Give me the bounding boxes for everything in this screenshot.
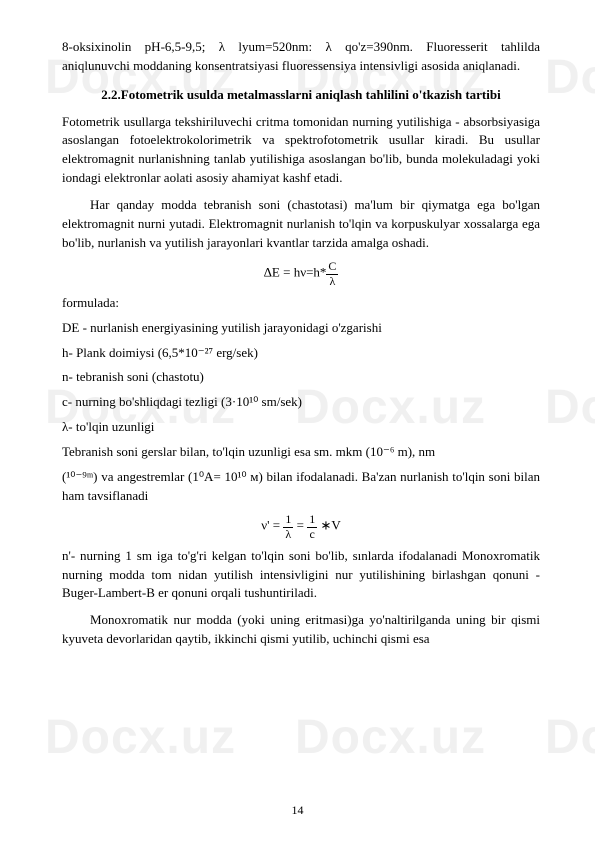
- definition-units: Tebranish soni gerslar bilan, to'lqin uz…: [62, 443, 540, 462]
- formula-energy: ΔE = hν=h*Cλ: [62, 260, 540, 287]
- formula-lhs: ν' =: [261, 518, 280, 533]
- paragraph-1: 8-oksixinolin pH-6,5-9,5; λ lyum=520nm: …: [62, 38, 540, 76]
- definition-lambda: λ- to'lqin uzunligi: [62, 418, 540, 437]
- fraction-denominator: λ: [283, 528, 293, 541]
- paragraph-5: Monoxromatik nur modda (yoki uning eritm…: [62, 611, 540, 649]
- fraction-numerator: 1: [283, 513, 293, 527]
- definition-n: n- tebranish soni (chastotu): [62, 368, 540, 387]
- definition-de: DE - nurlanish energiyasining yutilish j…: [62, 319, 540, 338]
- fraction-denominator: c: [307, 528, 317, 541]
- formula-prefix: ΔE = hν=h*: [264, 265, 327, 280]
- watermark: Docx.uz: [545, 710, 595, 765]
- paragraph-4: n'- nurning 1 sm iga to'g'ri kelgan to'l…: [62, 547, 540, 604]
- formula-eq: =: [297, 518, 304, 533]
- page-number: 14: [0, 803, 595, 818]
- fraction-1-over-c: 1c: [307, 513, 317, 540]
- page-content: 8-oksixinolin pH-6,5-9,5; λ lyum=520nm: …: [62, 38, 540, 657]
- fraction-denominator: λ: [326, 275, 338, 288]
- watermark: Docx.uz: [45, 710, 236, 765]
- paragraph-3: Har qanday modda tebranish soni (chastot…: [62, 196, 540, 253]
- definition-angstrom: (¹⁰⁻⁹ᵐ) va angestremlar (1⁰A= 10¹⁰ м) bi…: [62, 468, 540, 506]
- fraction-1-over-lambda: 1λ: [283, 513, 293, 540]
- formula-suffix: ∗V: [320, 518, 340, 533]
- fraction-c-over-lambda: Cλ: [326, 260, 338, 287]
- formula-wavenumber: ν' = 1λ = 1c ∗V: [62, 513, 540, 540]
- watermark: Docx.uz: [545, 380, 595, 435]
- definition-h: h- Plank doimiysi (6,5*10⁻²⁷ erg/sek): [62, 344, 540, 363]
- watermark: Docx.uz: [295, 710, 486, 765]
- fraction-numerator: C: [326, 260, 338, 274]
- label-formula: formulada:: [62, 294, 540, 313]
- paragraph-2: Fotometrik usullarga tekshiriluvechi cri…: [62, 113, 540, 188]
- definition-c: c- nurning bo'shliqdagi tezligi (3·10¹⁰ …: [62, 393, 540, 412]
- watermark: Docx.uz: [545, 50, 595, 105]
- fraction-numerator: 1: [307, 513, 317, 527]
- section-heading: 2.2.Fotometrik usulda metalmasslarni ani…: [62, 86, 540, 105]
